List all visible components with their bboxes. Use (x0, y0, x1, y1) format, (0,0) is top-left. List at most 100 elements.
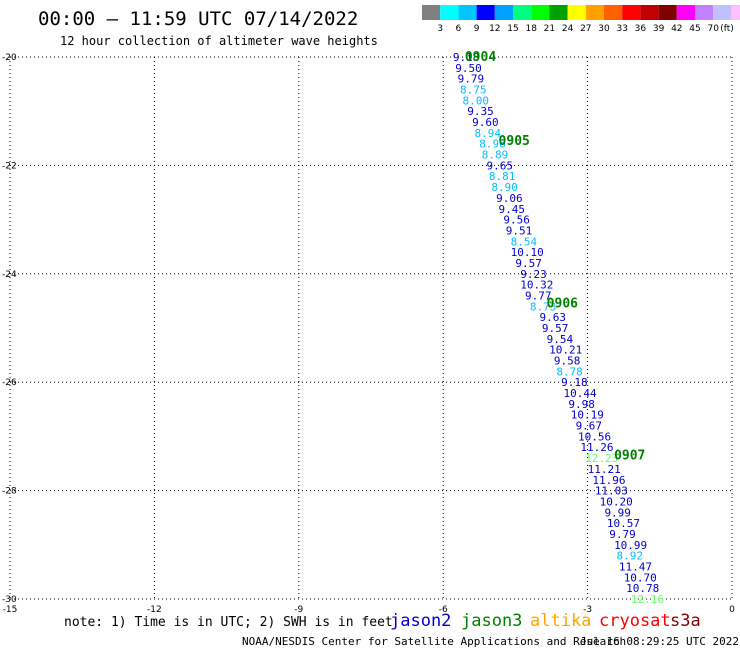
swh-point: 9.57 (515, 257, 542, 270)
satellite-name: jason3 (461, 611, 522, 631)
swh-point: 9.18 (453, 51, 480, 64)
swh-point: 9.54 (547, 333, 574, 346)
legend-swatch (549, 5, 568, 20)
legend-swatch (622, 5, 641, 20)
legend-label: 39 (653, 24, 665, 34)
swh-point: 10.21 (549, 344, 582, 357)
y-tick-label: -28 (2, 487, 17, 497)
swh-point: 8.89 (482, 149, 509, 162)
legend-swatch (440, 5, 459, 20)
satellite-name: jason2 (390, 611, 451, 631)
legend-swatch (513, 5, 532, 20)
swh-point: 9.79 (609, 528, 636, 541)
swh-point: 8.78 (556, 365, 583, 378)
swh-point: 9.45 (499, 203, 526, 216)
y-tick-label: -30 (2, 595, 17, 605)
y-tick-label: -20 (2, 53, 17, 63)
swh-point: 11.47 (619, 560, 652, 573)
legend-swatch (531, 5, 550, 20)
swh-point: 12.23 (585, 452, 618, 465)
x-tick-label: -6 (439, 605, 448, 615)
swh-point: 11.21 (588, 463, 621, 476)
x-tick-label: -9 (294, 605, 303, 615)
satellite-name: altika (530, 611, 591, 631)
legend-label: 15 (507, 24, 518, 34)
color-legend: 3 6 9 12 15 18 21 24 27 30 33 36 39 42 45 70 (ft) (422, 5, 740, 34)
x-tick-label: 0 (729, 605, 735, 615)
swh-point: 9.51 (506, 224, 532, 237)
swh-point: 8.00 (462, 94, 489, 107)
swh-point: 9.63 (539, 311, 566, 324)
legend-swatch (494, 5, 513, 20)
swh-point: 8.92 (616, 550, 643, 563)
legend-label: 18 (525, 24, 537, 34)
swh-point: 9.58 (554, 355, 581, 368)
swh-point: 9.79 (458, 73, 485, 86)
legend-label: 12 (489, 24, 500, 34)
swh-point: 10.10 (511, 246, 544, 259)
swh-point: 8.94 (474, 127, 501, 140)
swh-point: 9.18 (561, 376, 588, 389)
pass-annotations: 0904 0905 0906 0907 (465, 50, 646, 463)
swh-point: 10.56 (578, 430, 611, 443)
swh-point: 10.19 (571, 409, 604, 422)
chart-title: 00:00 – 11:59 UTC 07/14/2022 (38, 8, 358, 30)
swh-point: 10.78 (626, 582, 659, 595)
footer-credit: NOAA/NESDIS Center for Satellite Applica… (242, 635, 626, 648)
data-points: 9.189.509.798.758.009.359.608.948.968.89… (453, 51, 664, 606)
x-tick-label: -3 (583, 605, 592, 615)
swh-point: 9.67 (576, 420, 603, 433)
legend-swatch (585, 5, 604, 20)
legend-label: 42 (671, 24, 682, 34)
legend-label: 36 (635, 24, 647, 34)
swh-point: 8.96 (479, 138, 506, 151)
legend-label: 6 (456, 24, 462, 34)
swh-point: 9.50 (455, 62, 482, 75)
legend-unit: (ft) (720, 24, 734, 34)
swh-point: 11.26 (580, 441, 613, 454)
legend-swatch (676, 5, 695, 20)
swh-point: 10.44 (564, 387, 597, 400)
satellite-name: s3a (670, 611, 701, 631)
swh-point: 9.56 (503, 214, 530, 227)
swh-point: 10.99 (614, 539, 647, 552)
swh-point: 10.20 (600, 495, 633, 508)
legend-swatch (713, 5, 732, 20)
swh-point: 11.96 (592, 474, 625, 487)
swh-point: 10.32 (520, 279, 553, 292)
swh-point: 9.98 (568, 398, 595, 411)
swh-point: 9.60 (472, 116, 499, 129)
legend-swatch (476, 5, 495, 20)
x-tick-label: -15 (3, 605, 18, 615)
satellite-name: cryosat (599, 611, 671, 631)
legend-label: 24 (562, 24, 574, 34)
pass-time-label: 0904 (465, 50, 496, 65)
legend-label: 70 (707, 24, 719, 34)
legend-swatch (567, 5, 586, 20)
swh-point: 9.23 (520, 268, 547, 281)
footer-timestamp: Jul 16 08:29:25 UTC 2022 (580, 635, 739, 648)
legend-label: 9 (474, 24, 480, 34)
legend-swatch (640, 5, 659, 20)
swh-point: 8.75 (460, 84, 487, 97)
footer-note: note: 1) Time is in UTC; 2) SWH is in fe… (64, 615, 393, 630)
swh-point: 8.90 (491, 181, 518, 194)
swh-point: 9.06 (496, 192, 523, 205)
legend-label: 21 (544, 24, 555, 34)
swh-point: 9.35 (467, 105, 494, 118)
chart-grid (9, 56, 733, 600)
x-tick-label: -12 (147, 605, 162, 615)
chart-subtitle: 12 hour collection of altimeter wave hei… (60, 34, 378, 48)
swh-point: 8.81 (489, 170, 515, 183)
swh-point: 9.77 (525, 289, 552, 302)
y-tick-label: -24 (2, 270, 17, 280)
swh-point: 10.70 (624, 571, 657, 584)
pass-time-label: 0906 (547, 297, 578, 312)
legend-swatch (658, 5, 677, 20)
swh-point: 9.99 (604, 506, 631, 519)
swh-point: 8.54 (511, 235, 538, 248)
legend-label: 27 (580, 24, 591, 34)
legend-label: 3 (437, 24, 443, 34)
swh-point: 8.73 (530, 300, 557, 313)
